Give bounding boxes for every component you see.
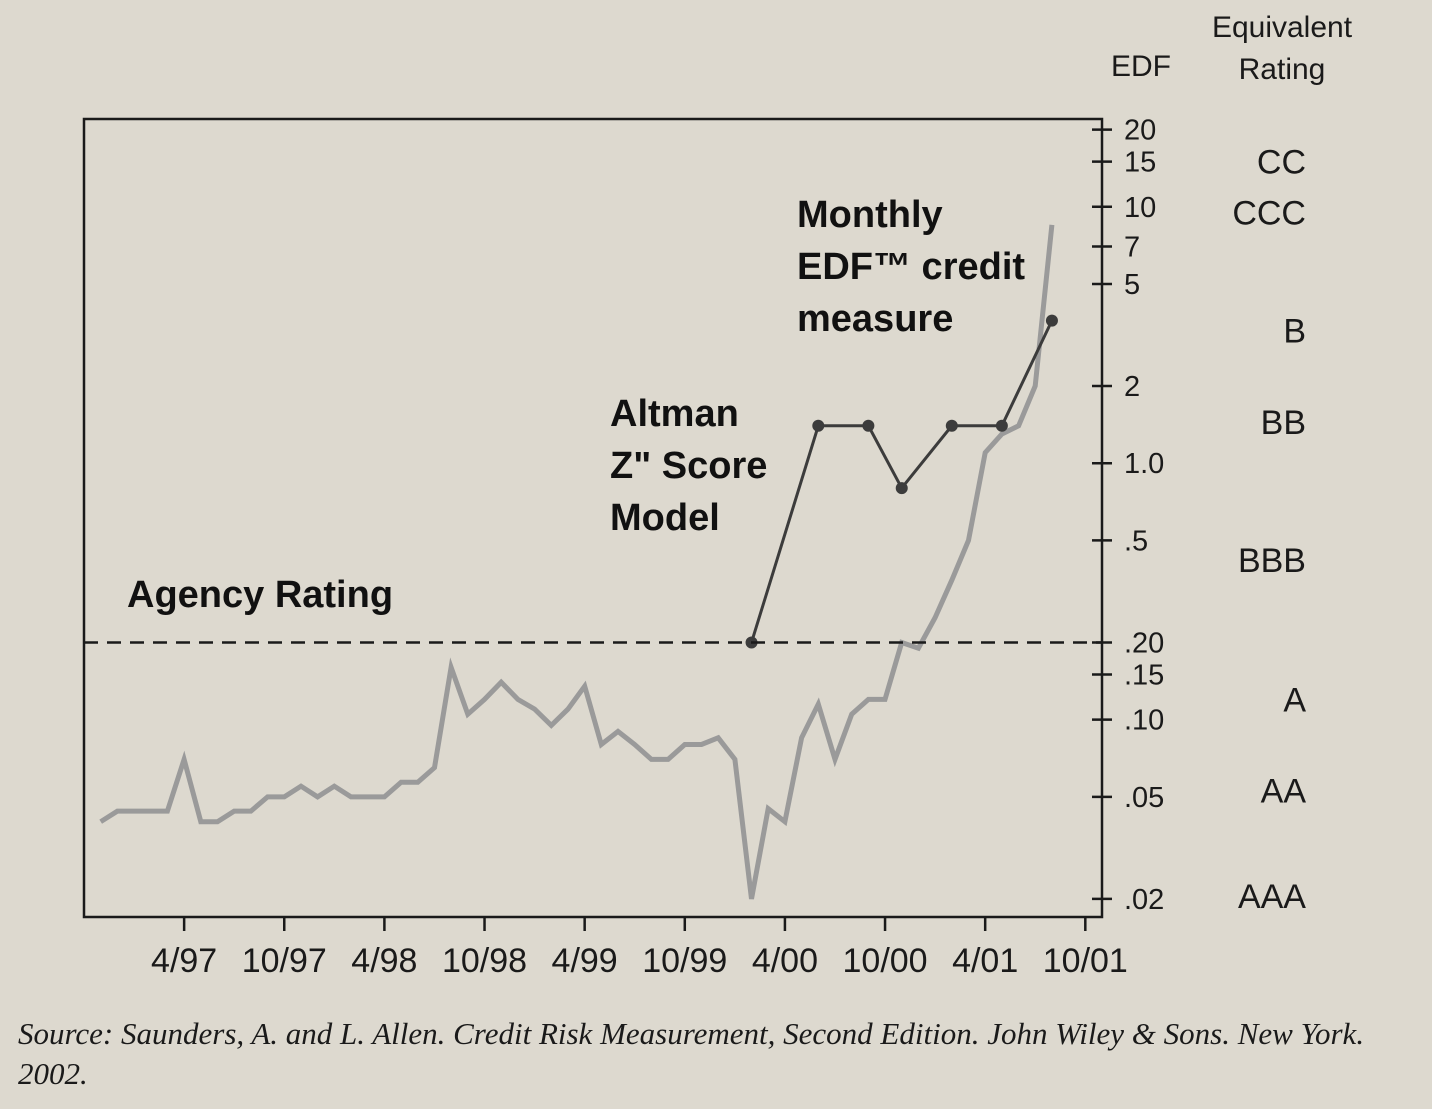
y-tick-label: 15: [1124, 147, 1156, 179]
rating-label: A: [1283, 681, 1306, 719]
annotation-altman-line3: Model: [610, 497, 720, 539]
plot-frame: [82, 117, 1104, 919]
y-tick-label: 1.0: [1124, 448, 1164, 480]
x-tick-label: 4/98: [351, 942, 417, 980]
altman-point: [1045, 314, 1058, 327]
rating-label: CC: [1257, 144, 1306, 182]
y-tick-label: 2: [1124, 371, 1140, 403]
altman-point: [862, 419, 875, 432]
annotation-edf-line2: EDF™ credit: [797, 246, 1025, 288]
altman-point: [812, 419, 825, 432]
x-tick-label: 10/97: [242, 942, 327, 980]
annotation-edf-line3: measure: [797, 298, 953, 340]
y-tick-label: .02: [1124, 884, 1164, 916]
x-tick-label: 10/98: [442, 942, 527, 980]
y-tick-label: .10: [1124, 705, 1164, 737]
rating-label: BBB: [1238, 542, 1306, 580]
rating-label: AAA: [1238, 878, 1306, 916]
x-axis: 4/97 10/97 4/98 10/98 4/99 10/99 4/00 10/00 4/01…: [151, 917, 1128, 980]
rating-header-line1: Equivalent: [1212, 11, 1353, 44]
annotation-agency-rating: Agency Rating: [127, 574, 393, 616]
annotation-altman-line2: Z" Score: [610, 445, 767, 487]
x-tick-label: 10/99: [642, 942, 727, 980]
rating-label: CCC: [1232, 195, 1306, 233]
rating-header-line2: Rating: [1239, 53, 1326, 86]
x-tick-label: 4/97: [151, 942, 217, 980]
annotation-edf-line1: Monthly: [797, 194, 943, 236]
rating-label: AA: [1261, 772, 1307, 810]
y-axis-title: EDF: [1111, 50, 1171, 83]
y-tick-label: 10: [1124, 192, 1156, 224]
annotation-altman-line1: Altman: [610, 393, 739, 435]
x-tick-label: 10/00: [843, 942, 928, 980]
x-tick-label: 10/01: [1043, 942, 1128, 980]
altman-point: [945, 419, 958, 432]
rating-label: BB: [1261, 404, 1306, 442]
altman-point: [895, 482, 908, 495]
y-tick-label: .15: [1124, 660, 1164, 692]
source-note: Source: Saunders, A. and L. Allen. Credi…: [18, 1016, 1365, 1091]
altman-point: [995, 419, 1008, 432]
y-tick-label: .20: [1124, 627, 1164, 659]
y-tick-label: 7: [1124, 232, 1140, 264]
x-tick-label: 4/01: [952, 942, 1018, 980]
x-tick-label: 4/99: [552, 942, 618, 980]
series-layer: [84, 224, 1102, 900]
altman-series-line: [750, 319, 1054, 643]
y-tick-label: 5: [1124, 269, 1140, 301]
x-tick-label: 4/00: [752, 942, 818, 980]
y-tick-label: .05: [1124, 782, 1164, 814]
y-tick-label: 20: [1124, 115, 1156, 147]
edf-series-line: [99, 224, 1055, 900]
y-tick-label: .5: [1124, 525, 1148, 557]
rating-label: B: [1283, 312, 1306, 350]
